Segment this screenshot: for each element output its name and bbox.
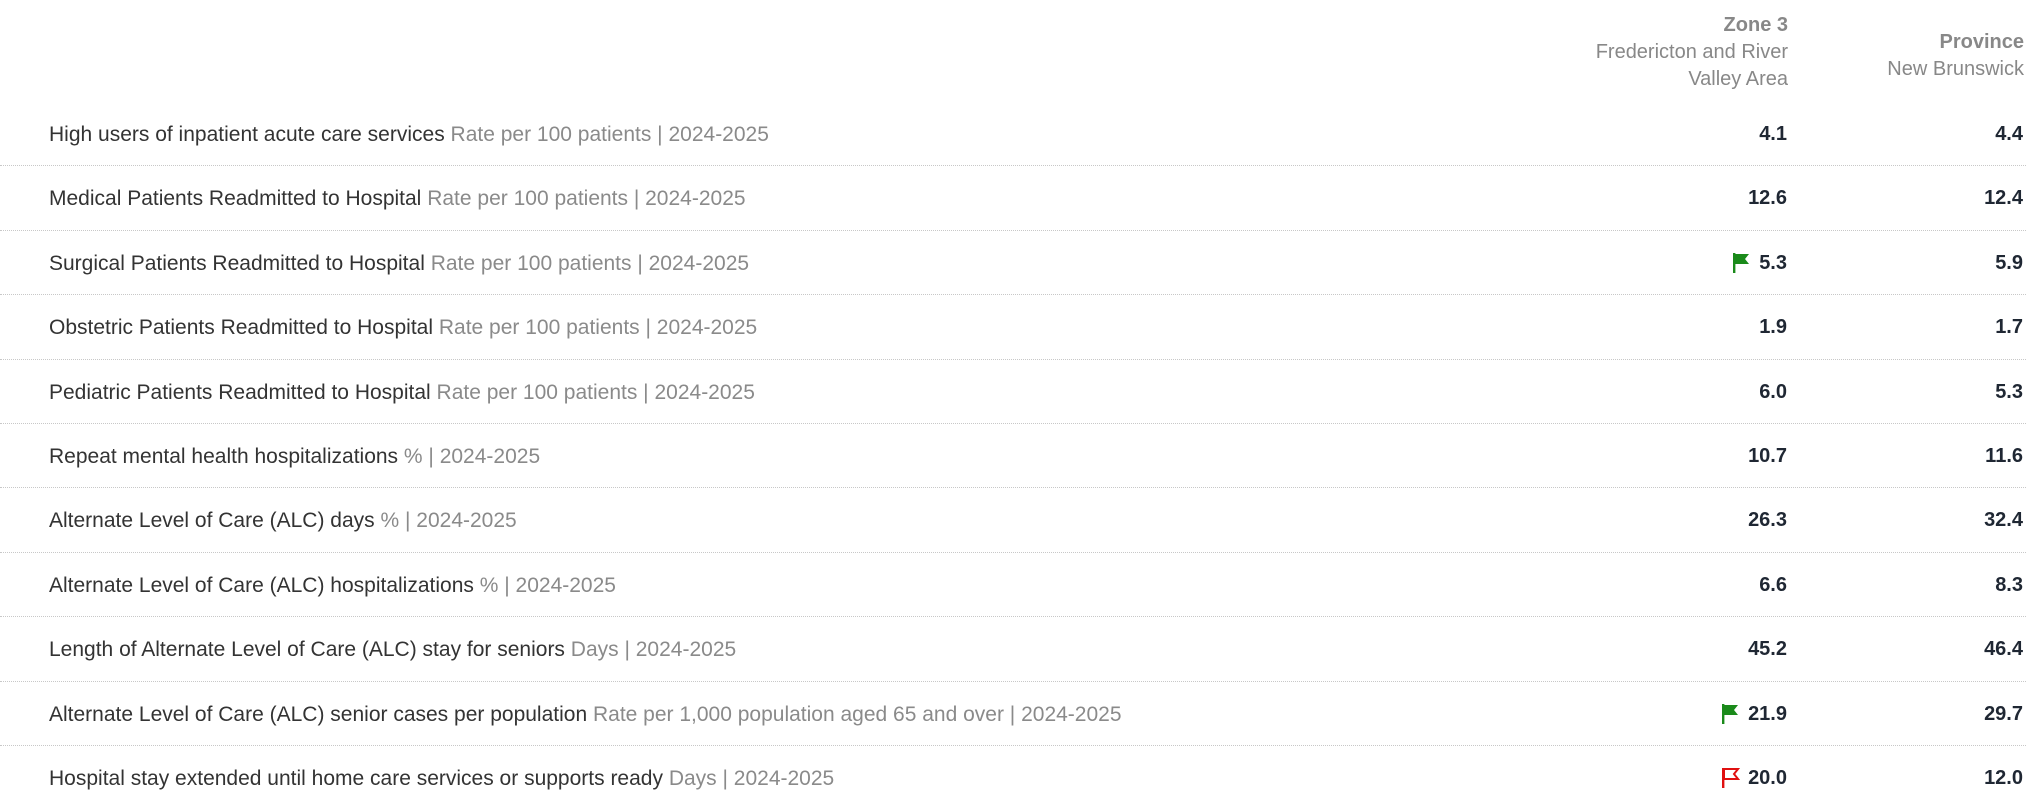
zone-value-cell: 12.6 xyxy=(1748,187,1787,210)
indicator-label: Alternate Level of Care (ALC) senior cas… xyxy=(49,703,1122,727)
province-value-cell: 32.4 xyxy=(1984,509,2023,532)
zone-column-header: Zone 3 Fredericton and River Valley Area xyxy=(1588,12,1788,93)
indicator-label: High users of inpatient acute care servi… xyxy=(49,123,769,147)
zone-value-cell: 20.0 xyxy=(1720,767,1787,790)
flag-icon xyxy=(1722,704,1739,725)
province-value-cell: 46.4 xyxy=(1984,638,2023,661)
column-subtitle: New Brunswick xyxy=(1887,58,2024,80)
flag-icon xyxy=(1733,253,1750,274)
zone-value-cell: 21.9 xyxy=(1720,703,1787,726)
province-value-cell: 29.7 xyxy=(1984,703,2023,726)
indicator-row: Repeat mental health hospitalizations % … xyxy=(0,424,2026,489)
indicator-label: Length of Alternate Level of Care (ALC) … xyxy=(49,638,736,662)
zone-value: 26.3 xyxy=(1748,509,1787,532)
province-column-header: Province New Brunswick xyxy=(1824,29,2024,83)
zone-value: 4.1 xyxy=(1759,123,1787,145)
indicator-name: Alternate Level of Care (ALC) hospitaliz… xyxy=(49,573,474,597)
indicator-row: Obstetric Patients Readmitted to Hospita… xyxy=(0,295,2026,360)
indicator-row: Alternate Level of Care (ALC) hospitaliz… xyxy=(0,553,2026,618)
indicator-name: High users of inpatient acute care servi… xyxy=(49,123,445,146)
indicator-name: Hospital stay extended until home care s… xyxy=(49,766,663,790)
indicator-name: Medical Patients Readmitted to Hospital xyxy=(49,187,422,211)
indicator-row: Pediatric Patients Readmitted to Hospita… xyxy=(0,360,2026,424)
indicator-label: Hospital stay extended until home care s… xyxy=(49,767,834,791)
indicator-name: Repeat mental health hospitalizations xyxy=(49,444,399,468)
zone-value: 45.2 xyxy=(1748,638,1787,661)
province-value: 32.4 xyxy=(1984,509,2023,532)
indicator-unit: Days | 2024-2025 xyxy=(570,638,737,662)
zone-value-cell: 4.1 xyxy=(1759,123,1787,146)
indicator-label: Alternate Level of Care (ALC) hospitaliz… xyxy=(49,574,616,598)
indicator-label: Obstetric Patients Readmitted to Hospita… xyxy=(49,316,757,340)
zone-value: 12.6 xyxy=(1748,187,1787,210)
indicator-row: Hospital stay extended until home care s… xyxy=(0,746,2026,798)
indicator-unit: Days | 2024-2025 xyxy=(668,766,835,790)
province-value: 1.7 xyxy=(1995,316,2023,339)
province-value: 11.6 xyxy=(1985,444,2023,467)
zone-value-cell: 1.9 xyxy=(1759,316,1787,339)
indicator-label: Alternate Level of Care (ALC) days % | 2… xyxy=(49,509,517,533)
province-value-cell: 4.4 xyxy=(1995,123,2023,146)
column-subtitle: Fredericton and River Valley Area xyxy=(1595,41,1788,90)
indicator-row: Medical Patients Readmitted to Hospital … xyxy=(0,166,2026,231)
province-value: 46.4 xyxy=(1984,638,2023,661)
indicator-name: Surgical Patients Readmitted to Hospital xyxy=(49,251,425,275)
indicator-list: High users of inpatient acute care servi… xyxy=(0,102,2026,798)
province-value: 12.0 xyxy=(1984,766,2023,789)
indicator-unit: Rate per 100 patients | 2024-2025 xyxy=(430,251,750,275)
indicator-unit: % | 2024-2025 xyxy=(380,509,517,533)
zone-value-cell: 26.3 xyxy=(1748,509,1787,532)
province-value-cell: 1.7 xyxy=(1995,316,2023,339)
indicator-unit: Rate per 100 patients | 2024-2025 xyxy=(438,316,758,340)
zone-value: 10.7 xyxy=(1748,444,1787,467)
zone-value: 6.6 xyxy=(1759,573,1787,596)
indicator-row: High users of inpatient acute care servi… xyxy=(0,102,2026,167)
zone-value-cell: 6.0 xyxy=(1759,381,1787,404)
indicator-row: Length of Alternate Level of Care (ALC) … xyxy=(0,617,2026,682)
province-value-cell: 12.4 xyxy=(1984,187,2023,210)
zone-value: 5.3 xyxy=(1759,251,1787,274)
zone-value-cell: 10.7 xyxy=(1748,445,1787,468)
indicator-unit: % | 2024-2025 xyxy=(479,573,616,597)
indicator-label: Medical Patients Readmitted to Hospital … xyxy=(49,187,746,211)
zone-value: 21.9 xyxy=(1748,702,1787,725)
indicator-name: Alternate Level of Care (ALC) days xyxy=(49,509,375,533)
province-value-cell: 5.3 xyxy=(1995,381,2023,404)
indicator-unit: Rate per 1,000 population aged 65 and ov… xyxy=(592,702,1122,726)
flag-icon xyxy=(1722,768,1741,789)
zone-value: 6.0 xyxy=(1759,380,1787,403)
indicator-name: Alternate Level of Care (ALC) senior cas… xyxy=(49,702,588,726)
indicator-row: Alternate Level of Care (ALC) senior cas… xyxy=(0,682,2026,746)
province-value: 8.3 xyxy=(1995,573,2023,596)
zone-value-cell: 5.3 xyxy=(1731,252,1787,275)
province-value: 12.4 xyxy=(1984,187,2023,210)
indicator-label: Pediatric Patients Readmitted to Hospita… xyxy=(49,381,755,405)
zone-value: 1.9 xyxy=(1759,316,1787,339)
zone-value-cell: 45.2 xyxy=(1748,638,1787,661)
province-value: 4.4 xyxy=(1995,123,2023,145)
indicator-name: Length of Alternate Level of Care (ALC) … xyxy=(49,638,565,662)
province-value-cell: 5.9 xyxy=(1995,252,2023,275)
indicator-unit: Rate per 100 patients | 2024-2025 xyxy=(450,123,769,146)
indicator-unit: Rate per 100 patients | 2024-2025 xyxy=(427,187,746,211)
indicator-name: Obstetric Patients Readmitted to Hospita… xyxy=(49,316,434,340)
column-title: Province xyxy=(1939,31,2024,53)
province-value: 29.7 xyxy=(1984,702,2023,725)
column-title: Zone 3 xyxy=(1723,14,1788,36)
province-value-cell: 11.6 xyxy=(1985,445,2023,468)
zone-value-cell: 6.6 xyxy=(1759,574,1787,597)
indicator-label: Repeat mental health hospitalizations % … xyxy=(49,445,540,469)
indicator-row: Surgical Patients Readmitted to Hospital… xyxy=(0,231,2026,296)
indicator-label: Surgical Patients Readmitted to Hospital… xyxy=(49,252,749,276)
indicator-name: Pediatric Patients Readmitted to Hospita… xyxy=(49,380,431,404)
indicator-unit: % | 2024-2025 xyxy=(403,444,541,468)
province-value: 5.9 xyxy=(1995,251,2023,274)
province-value: 5.3 xyxy=(1995,380,2023,403)
zone-value: 20.0 xyxy=(1748,766,1787,789)
indicator-row: Alternate Level of Care (ALC) days % | 2… xyxy=(0,488,2026,553)
province-value-cell: 12.0 xyxy=(1984,767,2023,790)
province-value-cell: 8.3 xyxy=(1995,574,2023,597)
indicator-unit: Rate per 100 patients | 2024-2025 xyxy=(436,380,755,404)
